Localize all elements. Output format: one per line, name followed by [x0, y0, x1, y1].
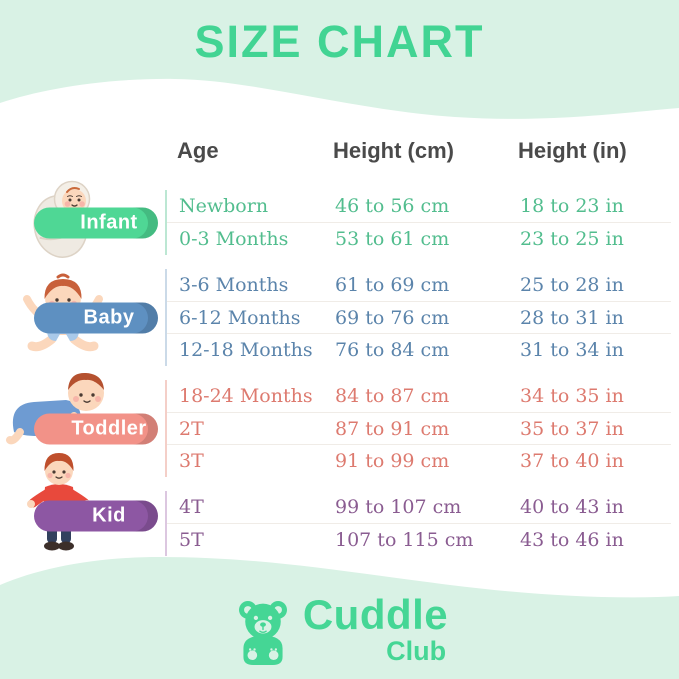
table-row: 0-3 Months 53 to 61 cm 23 to 25 in: [167, 222, 671, 255]
toddler-badge: Toddler: [34, 413, 158, 444]
bottom-wave-decoration: [0, 557, 679, 679]
age-cell: 0-3 Months: [179, 228, 289, 250]
infant-badge-label: Infant: [80, 211, 138, 233]
table-row: Newborn 46 to 56 cm 18 to 23 in: [167, 190, 671, 222]
height-cm-cell: 69 to 76 cm: [335, 306, 450, 329]
height-in-cell: 23 to 25 in: [520, 228, 624, 250]
table-row: 3-6 Months 61 to 69 cm 25 to 28 in: [167, 269, 671, 301]
column-header-height-in: Height (in): [518, 138, 627, 163]
height-in-cell: 34 to 35 in: [520, 384, 624, 407]
age-cell: 3-6 Months: [179, 273, 289, 296]
age-cell: 6-12 Months: [179, 306, 301, 329]
group-kid: Kid 4T 99 to 107 cm 40 to 43 in 5T 107 to 11…: [0, 453, 671, 556]
top-banner: SIZE CHART: [0, 0, 679, 128]
column-header-height-cm: Height (cm): [333, 138, 454, 163]
baby-figure: Baby: [0, 269, 165, 366]
age-cell: 2T: [179, 417, 204, 440]
group-baby: Baby 3-6 Months 61 to 69 cm 25 to 28 in 6-1…: [0, 269, 671, 366]
infant-figure: Infant: [0, 180, 165, 258]
toddler-badge-label: Toddler: [71, 417, 147, 439]
baby-badge-label: Baby: [83, 306, 135, 328]
table-row: 5T 107 to 115 cm 43 to 46 in: [167, 523, 671, 556]
height-cm-cell: 87 to 91 cm: [335, 417, 450, 440]
table-row: 4T 99 to 107 cm 40 to 43 in: [167, 491, 671, 523]
table-header-row: Age Height (cm) Height (in): [165, 138, 671, 164]
height-cm-cell: 84 to 87 cm: [335, 384, 450, 407]
kid-rows: 4T 99 to 107 cm 40 to 43 in 5T 107 to 115 cm…: [165, 491, 671, 556]
kid-figure: Kid: [0, 453, 165, 556]
age-cell: 18-24 Months: [179, 384, 313, 407]
brand-logo-text: Cuddle Club: [303, 594, 448, 665]
table-row: 2T 87 to 91 cm 35 to 37 in: [167, 411, 671, 445]
teddy-bear-icon: [238, 601, 287, 665]
height-in-cell: 37 to 40 in: [520, 450, 624, 473]
brand-logo: Cuddle Club: [0, 594, 679, 668]
age-cell: 4T: [179, 496, 204, 518]
group-infant: Infant Newborn 46 to 56 cm 18 to 23 in 0-3 …: [0, 180, 671, 258]
table-row: 3T 91 to 99 cm 37 to 40 in: [167, 444, 671, 477]
height-cm-cell: 91 to 99 cm: [335, 450, 450, 473]
age-cell: Newborn: [179, 195, 269, 217]
height-in-cell: 35 to 37 in: [520, 417, 624, 440]
table-row: 18-24 Months 84 to 87 cm 34 to 35 in: [167, 380, 671, 412]
height-cm-cell: 46 to 56 cm: [335, 195, 450, 217]
height-in-cell: 43 to 46 in: [520, 529, 624, 551]
infant-rows: Newborn 46 to 56 cm 18 to 23 in 0-3 Months 5…: [165, 190, 671, 255]
height-cm-cell: 107 to 115 cm: [335, 529, 474, 551]
table-row: 6-12 Months 69 to 76 cm 28 to 31 in: [167, 300, 671, 334]
height-cm-cell: 99 to 107 cm: [335, 496, 462, 518]
height-cm-cell: 61 to 69 cm: [335, 273, 450, 296]
kid-badge-label: Kid: [92, 504, 126, 527]
height-in-cell: 18 to 23 in: [520, 195, 624, 217]
size-table: Age Height (cm) Height (in): [0, 138, 671, 570]
page-title: SIZE CHART: [194, 16, 485, 67]
age-cell: 5T: [179, 529, 204, 551]
brand-subname: Club: [386, 636, 447, 666]
height-in-cell: 40 to 43 in: [520, 496, 624, 518]
bottom-banner: Cuddle Club: [0, 552, 679, 679]
toddler-rows: 18-24 Months 84 to 87 cm 34 to 35 in 2T 87 t…: [165, 380, 671, 477]
toddler-figure: Toddler: [0, 372, 165, 477]
column-header-age: Age: [177, 138, 219, 163]
table-row: 12-18 Months 76 to 84 cm 31 to 34 in: [167, 333, 671, 366]
height-cm-cell: 53 to 61 cm: [335, 228, 450, 250]
height-cm-cell: 76 to 84 cm: [335, 339, 450, 362]
baby-badge: Baby: [34, 302, 158, 333]
brand-name: Cuddle: [302, 591, 449, 638]
age-cell: 3T: [179, 450, 204, 473]
baby-rows: 3-6 Months 61 to 69 cm 25 to 28 in 6-12 Mon…: [165, 269, 671, 366]
height-in-cell: 28 to 31 in: [520, 306, 624, 329]
height-in-cell: 31 to 34 in: [520, 339, 624, 362]
infant-badge: Infant: [34, 207, 158, 238]
height-in-cell: 25 to 28 in: [520, 273, 624, 296]
kid-badge: Kid: [34, 500, 158, 532]
group-toddler: Toddler 18-24 Months 84 to 87 cm 34 to 35 …: [0, 372, 671, 477]
top-wave-decoration: [0, 0, 679, 119]
age-cell: 12-18 Months: [179, 339, 313, 362]
